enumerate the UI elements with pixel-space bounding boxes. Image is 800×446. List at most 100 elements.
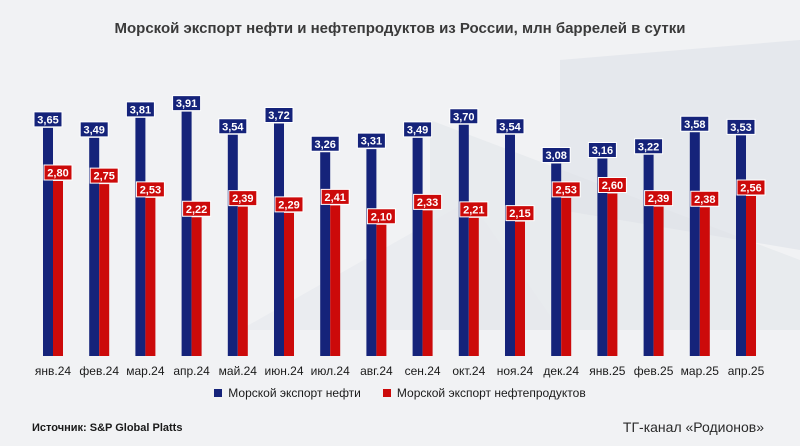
legend-label-oil: Морской экспорт нефти xyxy=(228,386,361,400)
x-tick-label: янв.25 xyxy=(589,364,626,378)
oil-label-box xyxy=(172,95,202,112)
products-label-box xyxy=(551,181,581,198)
products-label-box xyxy=(366,208,396,225)
products-data-label: 2,80 xyxy=(47,168,68,180)
oil-bar xyxy=(597,158,608,356)
oil-data-label: 3,08 xyxy=(545,150,566,162)
oil-label-box xyxy=(495,118,525,135)
legend-swatch-products xyxy=(382,389,391,397)
oil-label-box xyxy=(218,118,248,135)
x-tick-label: сен.24 xyxy=(405,364,441,378)
oil-bar xyxy=(135,117,146,356)
products-label-box xyxy=(43,164,73,181)
products-label-box xyxy=(690,190,720,207)
x-tick-label: мар.24 xyxy=(126,364,165,378)
oil-bar xyxy=(89,137,100,356)
products-bar xyxy=(330,205,341,356)
products-data-label: 2,10 xyxy=(371,211,392,223)
products-data-label: 2,15 xyxy=(509,208,530,220)
legend-item-products: Морской экспорт нефтепродуктов xyxy=(382,386,586,400)
oil-label-box xyxy=(680,115,710,132)
x-tick-label: июл.24 xyxy=(311,364,350,378)
x-tick-label: фев.25 xyxy=(634,364,674,378)
products-bar xyxy=(699,207,710,356)
oil-label-box xyxy=(264,107,294,123)
oil-data-label: 3,65 xyxy=(37,114,58,126)
products-data-label: 2,60 xyxy=(602,180,623,192)
products-label-box xyxy=(597,177,627,193)
oil-bar xyxy=(274,123,284,356)
oil-label-box xyxy=(33,111,63,128)
products-data-label: 2,39 xyxy=(648,193,669,205)
oil-label-box xyxy=(726,118,756,135)
products-data-label: 2,56 xyxy=(740,183,761,195)
products-bar xyxy=(53,181,63,356)
oil-data-label: 3,81 xyxy=(130,104,151,116)
oil-data-label: 3,49 xyxy=(407,124,428,136)
products-bar xyxy=(376,224,387,356)
products-data-label: 2,22 xyxy=(186,204,207,216)
oil-bar xyxy=(643,154,654,356)
products-label-box xyxy=(736,179,766,196)
x-tick-label: янв.24 xyxy=(35,364,72,378)
products-label-box xyxy=(182,200,212,217)
products-label-box xyxy=(413,193,443,210)
source-note: Источник: S&P Global Platts xyxy=(32,422,183,434)
products-bar xyxy=(653,206,664,356)
products-data-label: 2,41 xyxy=(324,192,345,204)
products-bar xyxy=(237,206,248,356)
oil-data-label: 3,22 xyxy=(638,141,659,153)
oil-data-label: 3,31 xyxy=(361,136,382,148)
products-label-box xyxy=(228,190,258,207)
legend-label-products: Морской экспорт нефтепродуктов xyxy=(396,386,586,400)
legend: Морской экспорт нефти Морской экспорт не… xyxy=(0,386,800,400)
products-bar xyxy=(145,197,156,356)
x-tick-label: апр.24 xyxy=(173,364,210,378)
oil-label-box xyxy=(125,101,155,118)
products-bar xyxy=(515,221,525,356)
oil-data-label: 3,16 xyxy=(592,145,613,157)
products-data-label: 2,75 xyxy=(93,171,114,183)
products-data-label: 2,38 xyxy=(694,194,715,206)
products-label-box xyxy=(505,205,535,222)
oil-bar xyxy=(505,134,515,356)
oil-label-box xyxy=(634,138,664,155)
oil-data-label: 3,70 xyxy=(453,111,474,123)
chart-title: Морской экспорт нефти и нефтепродуктов и… xyxy=(114,20,686,37)
x-tick-label: апр.25 xyxy=(728,364,765,378)
oil-bar xyxy=(227,134,238,356)
oil-data-label: 3,26 xyxy=(314,139,335,151)
products-data-label: 2,53 xyxy=(140,184,161,196)
products-data-label: 2,53 xyxy=(555,184,576,196)
oil-label-box xyxy=(356,132,386,149)
oil-label-box xyxy=(403,121,433,138)
x-tick-label: ноя.24 xyxy=(497,364,534,378)
oil-bar xyxy=(458,124,469,356)
oil-bar xyxy=(736,135,746,356)
oil-bar xyxy=(366,149,377,356)
oil-bar xyxy=(412,137,423,356)
products-bar xyxy=(468,217,479,356)
oil-data-label: 3,54 xyxy=(222,121,244,133)
legend-swatch-oil xyxy=(214,389,223,397)
products-bar xyxy=(607,193,618,356)
products-bar xyxy=(561,197,572,356)
oil-bar xyxy=(320,152,331,356)
products-bar xyxy=(284,212,294,356)
x-tick-label: авг.24 xyxy=(360,364,393,378)
x-tick-label: окт.24 xyxy=(452,364,485,378)
products-data-label: 2,33 xyxy=(417,197,438,209)
oil-label-box xyxy=(449,108,479,125)
oil-data-label: 3,53 xyxy=(730,122,751,134)
oil-bar xyxy=(689,132,700,356)
products-label-box xyxy=(274,196,304,213)
oil-label-box xyxy=(541,147,571,163)
oil-data-label: 3,49 xyxy=(83,124,104,136)
products-data-label: 2,29 xyxy=(278,199,299,211)
x-tick-label: дек.24 xyxy=(543,364,579,378)
products-label-box xyxy=(89,167,119,184)
products-data-label: 2,39 xyxy=(232,193,253,205)
oil-bar xyxy=(551,163,562,356)
oil-data-label: 3,72 xyxy=(268,110,289,122)
